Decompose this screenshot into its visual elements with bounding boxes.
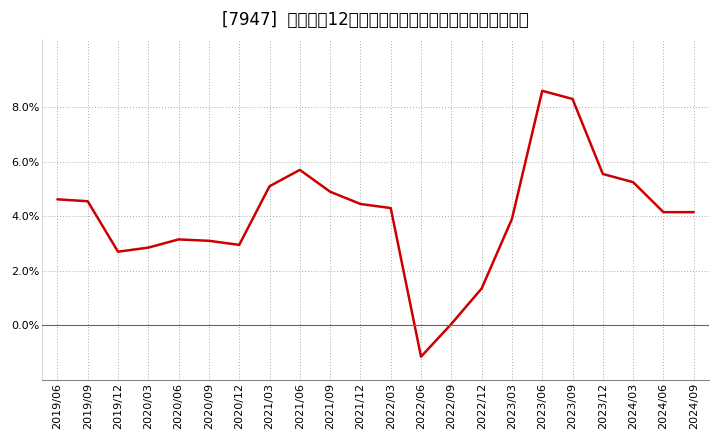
Title: [7947]  売上高の12か月移動合計の対前年同期増減率の推移: [7947] 売上高の12か月移動合計の対前年同期増減率の推移 (222, 11, 529, 29)
